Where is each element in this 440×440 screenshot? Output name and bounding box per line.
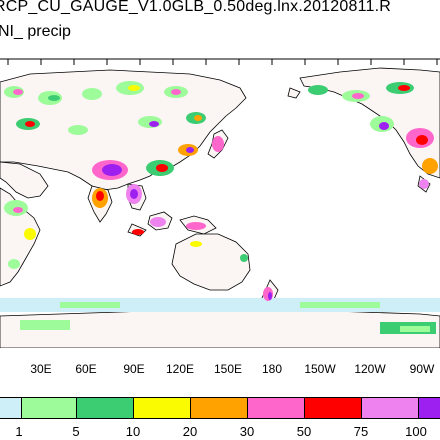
map-subtitle: NI_ precip	[0, 23, 71, 40]
colorbar-bin	[247, 397, 305, 419]
colorbar-bin	[304, 397, 362, 419]
longitude-label: 120E	[165, 362, 195, 376]
colorbar-label: 50	[296, 424, 312, 439]
colorbar-label: 100	[405, 424, 427, 439]
colorbar-label: 75	[353, 424, 369, 439]
longitude-axis: 30E 60E 90E 120E 150E 180 150W 120W 90W	[0, 362, 440, 382]
colorbar	[0, 397, 440, 421]
colorbar-bin	[418, 397, 440, 419]
top-tick-marks	[7, 59, 438, 65]
colorbar-bin	[0, 397, 22, 419]
longitude-label: 30E	[30, 362, 52, 376]
longitude-label: 60E	[75, 362, 97, 376]
colorbar-label: 5	[72, 424, 80, 439]
colorbar-bin	[76, 397, 134, 419]
colorbar-labels: 1 5 10 20 30 50 75 100	[0, 424, 440, 440]
longitude-label: 150W	[304, 362, 336, 376]
precipitation-field	[0, 81, 440, 334]
colorbar-bin	[190, 397, 248, 419]
longitude-label: 90E	[123, 362, 145, 376]
longitude-label: 90W	[409, 362, 435, 376]
map-title: RCP_CU_GAUGE_V1.0GLB_0.50deg.lnx.2012081…	[0, 0, 391, 15]
colorbar-label: 30	[239, 424, 255, 439]
longitude-label: 150E	[213, 362, 243, 376]
colorbar-label: 1	[15, 424, 23, 439]
colorbar-bin	[133, 397, 191, 419]
precipitation-map	[0, 58, 440, 348]
colorbar-label: 10	[125, 424, 141, 439]
colorbar-bin	[361, 397, 419, 419]
colorbar-label: 20	[182, 424, 198, 439]
longitude-label: 120W	[354, 362, 386, 376]
colorbar-bin	[21, 397, 77, 419]
longitude-label: 180	[261, 362, 283, 376]
